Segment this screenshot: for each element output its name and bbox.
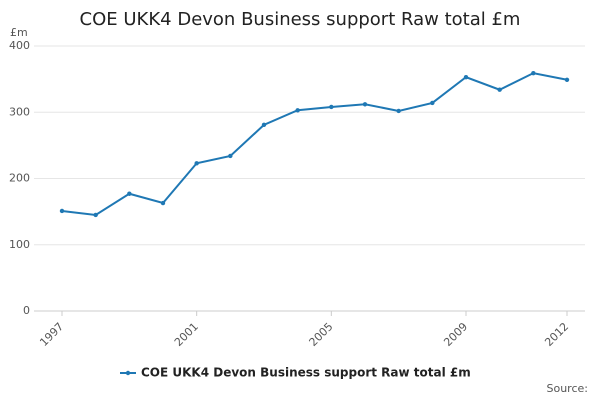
point	[430, 100, 435, 106]
x-tick-label: 1997	[37, 320, 66, 349]
point	[564, 77, 570, 82]
x-tick-label: 2001	[172, 320, 201, 349]
point	[531, 70, 536, 76]
point	[127, 191, 132, 196]
point	[463, 74, 469, 80]
point	[329, 104, 334, 110]
point	[295, 108, 300, 113]
point	[59, 208, 65, 214]
y-tick-label: 400	[9, 39, 30, 52]
x-tick-label: 2012	[542, 320, 571, 349]
y-axis-label: £m	[10, 26, 28, 39]
y-tick-label: 100	[9, 238, 30, 251]
point	[396, 108, 401, 114]
point	[261, 122, 267, 128]
y-tick-label: 200	[9, 172, 30, 185]
point	[228, 153, 233, 159]
x-tick-label: 2005	[307, 320, 336, 349]
chart-title: COE UKK4 Devon Business support Raw tota…	[80, 9, 521, 30]
source: Source:	[547, 382, 589, 395]
x-tick-label: 2009	[441, 320, 470, 349]
point	[93, 212, 98, 218]
y-tick-label: 0	[23, 304, 30, 317]
point	[160, 200, 166, 206]
y-tick-label: 300	[9, 105, 30, 118]
point	[497, 87, 502, 92]
line	[61, 72, 568, 216]
point	[362, 102, 368, 107]
legend-marker	[125, 370, 131, 376]
point	[194, 161, 199, 166]
legend-label: COE UKK4 Devon Business support Raw tota…	[141, 366, 471, 380]
